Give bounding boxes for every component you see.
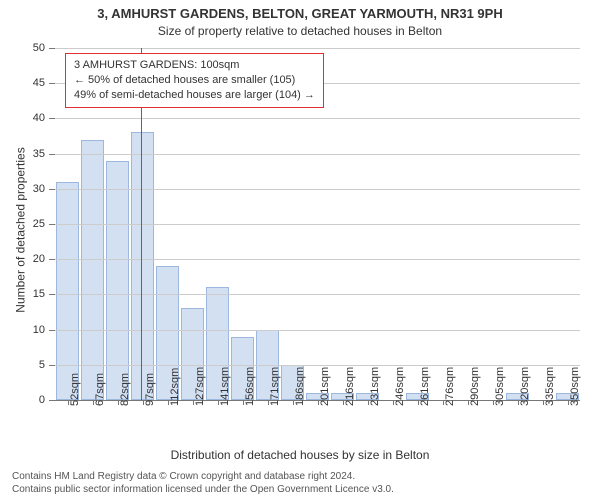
x-tick-label: 97sqm [144, 373, 156, 406]
x-tick-label: 186sqm [294, 367, 306, 406]
chart-subtitle: Size of property relative to detached ho… [0, 24, 600, 38]
x-tick-label: 246sqm [394, 367, 406, 406]
x-tick-label: 231sqm [369, 367, 381, 406]
grid-line [55, 365, 580, 366]
grid-line [55, 294, 580, 295]
x-tick-label: 305sqm [494, 367, 506, 406]
x-tick-label: 335sqm [544, 367, 556, 406]
bar [56, 182, 80, 400]
y-tick-label: 0 [39, 394, 45, 406]
y-axis-label-wrap: Number of detached properties [14, 50, 28, 410]
bar [81, 140, 105, 400]
x-tick-label: 156sqm [244, 367, 256, 406]
y-tick [49, 294, 55, 295]
y-tick-label: 10 [33, 324, 45, 336]
footer-attribution: Contains HM Land Registry data © Crown c… [12, 471, 588, 496]
y-tick [49, 154, 55, 155]
y-tick-label: 45 [33, 77, 45, 89]
y-tick [49, 400, 55, 401]
annotation-line: 49% of semi-detached houses are larger (… [74, 88, 315, 103]
x-tick-label: 216sqm [344, 367, 356, 406]
chart-title: 3, AMHURST GARDENS, BELTON, GREAT YARMOU… [0, 6, 600, 21]
x-tick-label: 82sqm [119, 373, 131, 406]
y-tick-label: 40 [33, 112, 45, 124]
y-tick-label: 30 [33, 183, 45, 195]
x-tick-label: 320sqm [519, 367, 531, 406]
x-tick-label: 52sqm [69, 373, 81, 406]
annotation-line: ← 50% of detached houses are smaller (10… [74, 73, 315, 88]
x-tick-label: 141sqm [219, 367, 231, 406]
y-tick-label: 5 [39, 359, 45, 371]
footer-line-2: Contains public sector information licen… [12, 484, 588, 497]
x-axis-label: Distribution of detached houses by size … [0, 448, 600, 462]
footer-line-1: Contains HM Land Registry data © Crown c… [12, 471, 588, 484]
grid-line [55, 259, 580, 260]
x-tick-label: 127sqm [194, 367, 206, 406]
annotation-line: 3 AMHURST GARDENS: 100sqm [74, 58, 315, 73]
bar [131, 132, 155, 400]
grid-line [55, 48, 580, 49]
y-tick-label: 35 [33, 148, 45, 160]
grid-line [55, 224, 580, 225]
grid-line [55, 118, 580, 119]
grid-line [55, 154, 580, 155]
x-tick-label: 290sqm [469, 367, 481, 406]
y-tick [49, 224, 55, 225]
y-tick [49, 189, 55, 190]
y-tick [49, 259, 55, 260]
grid-line [55, 330, 580, 331]
y-tick [49, 48, 55, 49]
y-tick-label: 50 [33, 42, 45, 54]
y-tick-label: 25 [33, 218, 45, 230]
x-tick-label: 276sqm [444, 367, 456, 406]
x-tick-label: 112sqm [169, 368, 181, 406]
x-tick-label: 67sqm [94, 373, 106, 406]
x-tick-label: 171sqm [269, 367, 281, 406]
x-tick-label: 201sqm [319, 367, 331, 406]
y-tick [49, 118, 55, 119]
y-tick [49, 330, 55, 331]
annotation-box: 3 AMHURST GARDENS: 100sqm← 50% of detach… [65, 53, 324, 108]
y-tick [49, 365, 55, 366]
y-tick-label: 15 [33, 288, 45, 300]
y-tick-label: 20 [33, 253, 45, 265]
x-tick-label: 350sqm [569, 367, 581, 406]
chart-container: 3, AMHURST GARDENS, BELTON, GREAT YARMOU… [0, 0, 600, 500]
grid-line [55, 189, 580, 190]
x-tick-label: 261sqm [419, 367, 431, 406]
plot-area: 0510152025303540455052sqm67sqm82sqm97sqm… [55, 48, 580, 401]
y-axis-label: Number of detached properties [14, 147, 28, 312]
y-tick [49, 83, 55, 84]
